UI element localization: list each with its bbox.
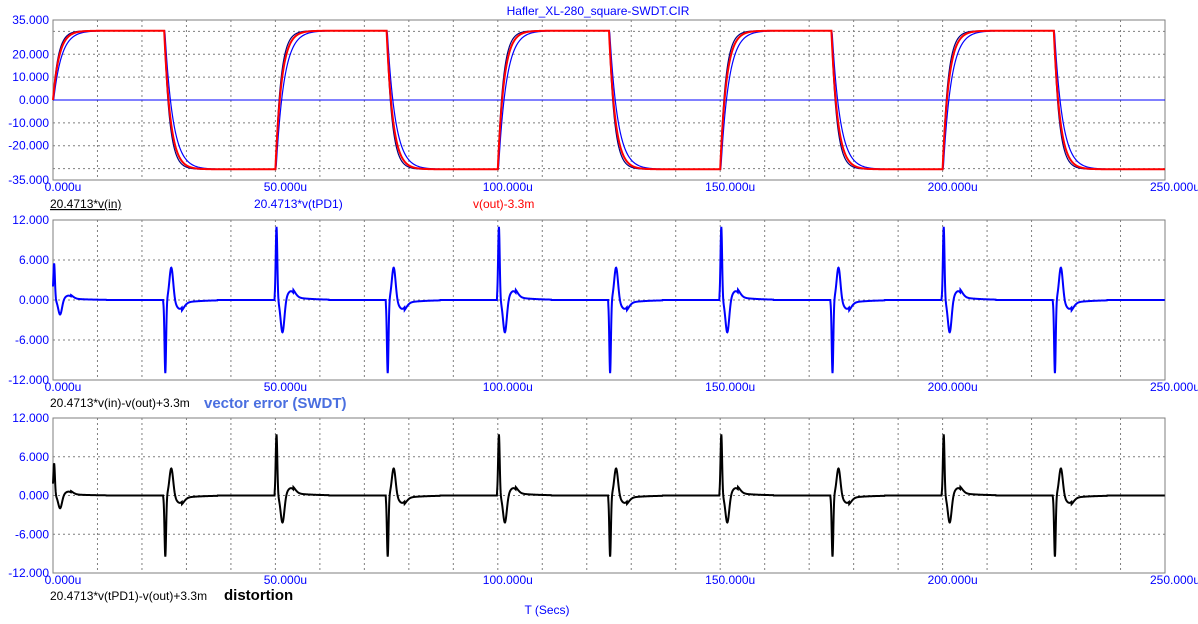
annotation-distortion: distortion [224,587,293,604]
panel-voltage-waveforms: -35.000 -20.000 -10.000 0.000 10.000 20.000 35… [8,13,1198,194]
y-tick-label: -6.000 [15,527,49,541]
y-tick-label: 0.000 [19,293,49,307]
x-tick-label: 0.000u [45,573,82,587]
series-line-distortion [52,434,1165,557]
panel-vector-error: -12.000 -6.000 0.000 6.000 12.000 0.000u 50.00… [8,213,1198,394]
x-tick-label: 200.000u [928,180,978,194]
legend-distortion: 20.4713*v(tPD1)-v(out)+3.3m [50,589,207,603]
x-tick-label: 250.000u [1150,180,1198,194]
x-tick-label: 150.000u [705,380,755,394]
y-tick-label: 6.000 [19,450,49,464]
y-tick-label: -35.000 [8,173,49,187]
y-tick-label: 12.000 [12,213,49,227]
x-tick-label: 200.000u [928,573,978,587]
x-tick-label: 150.000u [705,573,755,587]
x-tick-label: 0.000u [45,380,82,394]
x-tick-label: 50.000u [264,380,307,394]
x-tick-label: 100.000u [483,573,533,587]
annotation-vector-error: vector error (SWDT) [204,395,347,412]
x-tick-label: 0.000u [45,180,82,194]
y-tick-label: 35.000 [12,13,49,27]
y-tick-label: -10.000 [8,116,49,130]
legend-error: 20.4713*v(in)-v(out)+3.3m [50,396,190,410]
x-axis-label: T (Secs) [524,603,569,617]
y-tick-label: 0.000 [19,93,49,107]
x-tick-label: 200.000u [928,380,978,394]
window-title: Hafler_XL-280_square-SWDT.CIR [507,4,690,18]
y-tick-label: 12.000 [12,411,49,425]
x-tick-label: 250.000u [1150,573,1198,587]
y-tick-label: 6.000 [19,253,49,267]
series-line-vout [52,29,1165,171]
legend-vout: v(out)-3.3m [473,197,534,211]
y-tick-label: 0.000 [19,489,49,503]
x-tick-label: 150.000u [705,180,755,194]
legend-vin: 20.4713*v(in) [50,197,121,211]
y-tick-label: 10.000 [12,70,49,84]
y-tick-label: -20.000 [8,139,49,153]
y-tick-label: 20.000 [12,47,49,61]
x-tick-label: 50.000u [264,573,307,587]
x-tick-label: 100.000u [483,380,533,394]
x-tick-label: 100.000u [483,180,533,194]
y-tick-label: -12.000 [8,566,49,580]
panel-distortion: -12.000 -6.000 0.000 6.000 12.000 0.000u 50.00… [8,411,1198,587]
x-tick-label: 50.000u [264,180,307,194]
y-tick-label: -12.000 [8,373,49,387]
legend-vtpd1: 20.4713*v(tPD1) [254,197,343,211]
x-tick-label: 250.000u [1150,380,1198,394]
series-line-error [52,226,1165,374]
y-tick-label: -6.000 [15,333,49,347]
